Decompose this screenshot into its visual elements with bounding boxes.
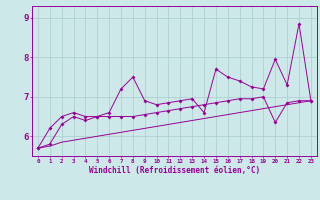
X-axis label: Windchill (Refroidissement éolien,°C): Windchill (Refroidissement éolien,°C): [89, 166, 260, 175]
